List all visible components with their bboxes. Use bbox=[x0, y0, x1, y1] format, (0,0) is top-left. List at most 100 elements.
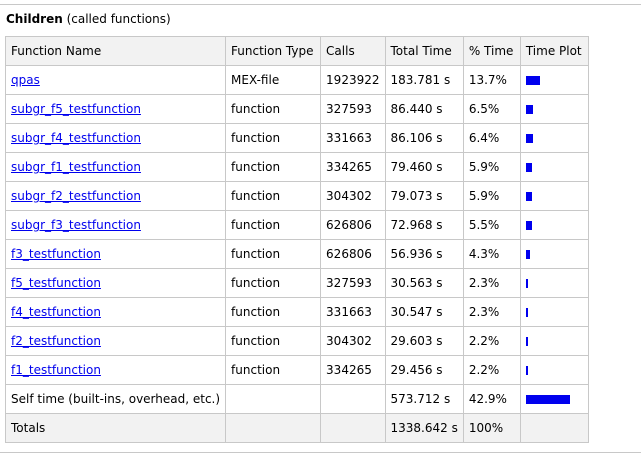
percent-time: 2.3% bbox=[462, 297, 521, 327]
time-plot-cell bbox=[519, 297, 589, 327]
time-plot-bar bbox=[525, 365, 528, 375]
time-plot-cell bbox=[519, 268, 589, 298]
calls: 331663 bbox=[320, 123, 386, 153]
function-link[interactable]: f4_testfunction bbox=[11, 305, 101, 319]
function-name-cell: f5_testfunction bbox=[4, 268, 227, 298]
calls: 327593 bbox=[320, 268, 386, 298]
function-link[interactable]: subgr_f5_testfunction bbox=[11, 102, 141, 116]
function-name-cell: subgr_f1_testfunction bbox=[4, 152, 227, 182]
function-name-cell: subgr_f3_testfunction bbox=[4, 210, 227, 240]
total-time: 30.563 s bbox=[384, 268, 464, 298]
function-type: function bbox=[225, 297, 322, 327]
table-row: qpas MEX-file 1923922 183.781 s 13.7% bbox=[4, 65, 589, 95]
function-link[interactable]: f5_testfunction bbox=[11, 276, 101, 290]
column-header-time-plot: Time Plot bbox=[519, 36, 589, 66]
total-time: 86.440 s bbox=[384, 94, 464, 124]
table-row: f2_testfunction function 304302 29.603 s 2.2… bbox=[4, 326, 589, 356]
function-type: function bbox=[225, 152, 322, 182]
totals-calls-cell bbox=[320, 413, 386, 443]
function-type: function bbox=[225, 326, 322, 356]
function-name-cell: f3_testfunction bbox=[4, 239, 227, 269]
column-header-calls: Calls bbox=[320, 36, 386, 66]
self-time-type-cell bbox=[225, 384, 322, 414]
calls: 304302 bbox=[320, 181, 386, 211]
percent-time: 13.7% bbox=[462, 65, 521, 95]
time-plot-cell bbox=[519, 123, 589, 153]
totals-label: Totals bbox=[4, 413, 227, 443]
percent-time: 2.3% bbox=[462, 268, 521, 298]
totals-plot-cell bbox=[519, 413, 589, 443]
function-link[interactable]: subgr_f4_testfunction bbox=[11, 131, 141, 145]
totals-percent: 100% bbox=[462, 413, 521, 443]
calls: 626806 bbox=[320, 239, 386, 269]
time-plot-bar bbox=[525, 191, 532, 201]
total-time: 79.460 s bbox=[384, 152, 464, 182]
time-plot-cell bbox=[519, 152, 589, 182]
function-link[interactable]: f2_testfunction bbox=[11, 334, 101, 348]
total-time: 29.456 s bbox=[384, 355, 464, 385]
calls: 334265 bbox=[320, 152, 386, 182]
function-name-cell: subgr_f2_testfunction bbox=[4, 181, 227, 211]
function-name-cell: f4_testfunction bbox=[4, 297, 227, 327]
children-table: Function Name Function Type Calls Total … bbox=[4, 36, 589, 443]
function-link[interactable]: f1_testfunction bbox=[11, 363, 101, 377]
function-type: function bbox=[225, 210, 322, 240]
table-row: subgr_f2_testfunction function 304302 79.07… bbox=[4, 181, 589, 211]
table-header-row: Function Name Function Type Calls Total … bbox=[4, 36, 589, 66]
total-time: 30.547 s bbox=[384, 297, 464, 327]
percent-time: 6.5% bbox=[462, 94, 521, 124]
table-summary: Self time (built-ins, overhead, etc.) 57… bbox=[4, 384, 589, 443]
percent-time: 6.4% bbox=[462, 123, 521, 153]
table-row: f4_testfunction function 331663 30.547 s 2.3… bbox=[4, 297, 589, 327]
time-plot-bar bbox=[525, 249, 530, 259]
self-time-calls-cell bbox=[320, 384, 386, 414]
calls: 331663 bbox=[320, 297, 386, 327]
self-time-plot-bar bbox=[525, 394, 570, 404]
time-plot-bar bbox=[525, 307, 528, 317]
percent-time: 2.2% bbox=[462, 326, 521, 356]
function-name-cell: qpas bbox=[4, 65, 227, 95]
table-row: f5_testfunction function 327593 30.563 s 2.3… bbox=[4, 268, 589, 298]
function-link[interactable]: qpas bbox=[11, 73, 40, 87]
column-header-function-name: Function Name bbox=[4, 36, 227, 66]
self-time-label: Self time (built-ins, overhead, etc.) bbox=[4, 384, 227, 414]
self-time-percent: 42.9% bbox=[462, 384, 521, 414]
calls: 334265 bbox=[320, 355, 386, 385]
self-time-row: Self time (built-ins, overhead, etc.) 57… bbox=[4, 384, 589, 414]
function-type: function bbox=[225, 355, 322, 385]
time-plot-cell bbox=[519, 239, 589, 269]
column-header-percent-time: % Time bbox=[462, 36, 521, 66]
time-plot-bar bbox=[525, 162, 532, 172]
section-heading: Children (called functions) bbox=[6, 11, 171, 27]
total-time: 79.073 s bbox=[384, 181, 464, 211]
totals-row: Totals 1338.642 s 100% bbox=[4, 413, 589, 443]
total-time: 56.936 s bbox=[384, 239, 464, 269]
calls: 327593 bbox=[320, 94, 386, 124]
function-link[interactable]: f3_testfunction bbox=[11, 247, 101, 261]
percent-time: 5.9% bbox=[462, 181, 521, 211]
column-header-function-type: Function Type bbox=[225, 36, 322, 66]
top-divider bbox=[0, 4, 641, 5]
function-type: MEX-file bbox=[225, 65, 322, 95]
function-type: function bbox=[225, 181, 322, 211]
function-type: function bbox=[225, 94, 322, 124]
section-subtitle: (called functions) bbox=[66, 12, 171, 26]
table-row: subgr_f3_testfunction function 626806 72.96… bbox=[4, 210, 589, 240]
function-name-cell: f1_testfunction bbox=[4, 355, 227, 385]
total-time: 86.106 s bbox=[384, 123, 464, 153]
time-plot-cell bbox=[519, 181, 589, 211]
time-plot-bar bbox=[525, 104, 533, 114]
bottom-divider bbox=[0, 452, 641, 453]
totals-total: 1338.642 s bbox=[384, 413, 464, 443]
total-time: 72.968 s bbox=[384, 210, 464, 240]
percent-time: 5.9% bbox=[462, 152, 521, 182]
function-type: function bbox=[225, 239, 322, 269]
function-link[interactable]: subgr_f2_testfunction bbox=[11, 189, 141, 203]
function-name-cell: subgr_f5_testfunction bbox=[4, 94, 227, 124]
table-body: qpas MEX-file 1923922 183.781 s 13.7% subgr_f… bbox=[4, 65, 589, 385]
function-link[interactable]: subgr_f1_testfunction bbox=[11, 160, 141, 174]
time-plot-bar bbox=[525, 220, 532, 230]
section-title: Children bbox=[6, 12, 63, 26]
function-link[interactable]: subgr_f3_testfunction bbox=[11, 218, 141, 232]
